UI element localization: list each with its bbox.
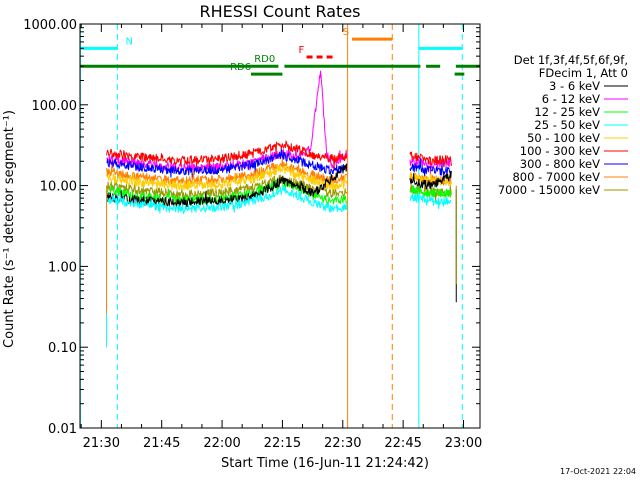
series-segment-1 xyxy=(409,151,452,168)
legend-header-line-2: FDecim 1, Att 0 xyxy=(539,66,628,80)
series-50-100kev xyxy=(106,164,452,192)
x-tick-label: 21:30 xyxy=(83,436,120,451)
series-segment-0 xyxy=(106,163,348,210)
flag-label-f: F xyxy=(299,45,305,56)
x-tick-label: 22:30 xyxy=(324,436,361,451)
legend-label: 6 - 12 keV xyxy=(542,92,600,106)
series-segment-0 xyxy=(106,157,348,186)
y-tick-label: 0.10 xyxy=(48,341,77,356)
series-segment-0 xyxy=(106,147,348,181)
flag-label-n: N xyxy=(125,36,132,47)
date-stamp: 17-Oct-2021 22:04 xyxy=(560,467,636,476)
series-300-800kev xyxy=(106,147,452,181)
series-25-50kev xyxy=(106,185,452,214)
series-100-300kev xyxy=(106,140,452,169)
x-tick-label: 22:45 xyxy=(384,436,421,451)
flag-label-rd6: RD6 xyxy=(230,62,251,73)
legend-header-line-1: Det 1f,3f,4f,5f,6f,9f, xyxy=(514,53,628,67)
plot-frame xyxy=(79,23,481,429)
series-segment-0 xyxy=(106,70,348,173)
series-segment-1 xyxy=(409,158,452,177)
legend-label: 25 - 50 keV xyxy=(534,118,600,132)
y-tick-label: 1.00 xyxy=(48,260,77,275)
y-tick-label: 10.00 xyxy=(40,180,77,195)
x-tick-label: 22:15 xyxy=(264,436,301,451)
legend-label: 12 - 25 keV xyxy=(534,105,600,119)
chart-title: RHESSI Count Rates xyxy=(200,2,361,21)
x-axis-label: Start Time (16-Jun-11 21:24:42) xyxy=(221,456,429,471)
x-tick-label: 23:00 xyxy=(445,436,482,451)
series-segment-1 xyxy=(409,172,452,187)
x-tick-label: 22:00 xyxy=(203,436,240,451)
series-segment-1 xyxy=(409,193,452,210)
flag-label-rd0: RD0 xyxy=(254,54,275,65)
y-tick-label: 1000.00 xyxy=(23,18,77,33)
series-segment-0 xyxy=(106,185,348,214)
legend-label: 100 - 300 keV xyxy=(520,144,600,158)
legend-label: 7000 - 15000 keV xyxy=(498,183,600,197)
series-segment-0 xyxy=(106,164,348,192)
series-group xyxy=(106,70,457,348)
y-tick-label: 100.00 xyxy=(32,99,78,114)
series-segment-0 xyxy=(106,140,348,169)
plot-axes: 21:30 21:45 22:00 22:15 22:30 22:45 23:00 0.01 0… xyxy=(23,18,482,451)
series-segment-1 xyxy=(409,170,452,190)
y-tick-label: 0.01 xyxy=(48,422,77,437)
legend-label: 3 - 6 keV xyxy=(549,79,600,93)
series-segment-1 xyxy=(409,185,452,198)
legend-label: 300 - 800 keV xyxy=(520,157,600,171)
legend-label: 50 - 100 keV xyxy=(527,131,600,145)
flag-label-s: S xyxy=(343,27,349,38)
x-tick-label: 21:45 xyxy=(143,436,180,451)
y-axis-label: Count Rate (s⁻¹ detector segment⁻¹) xyxy=(2,110,17,348)
series-segment-0 xyxy=(106,174,348,205)
series-3-6kev xyxy=(106,163,452,210)
legend-label: 800 - 7000 keV xyxy=(512,170,600,184)
